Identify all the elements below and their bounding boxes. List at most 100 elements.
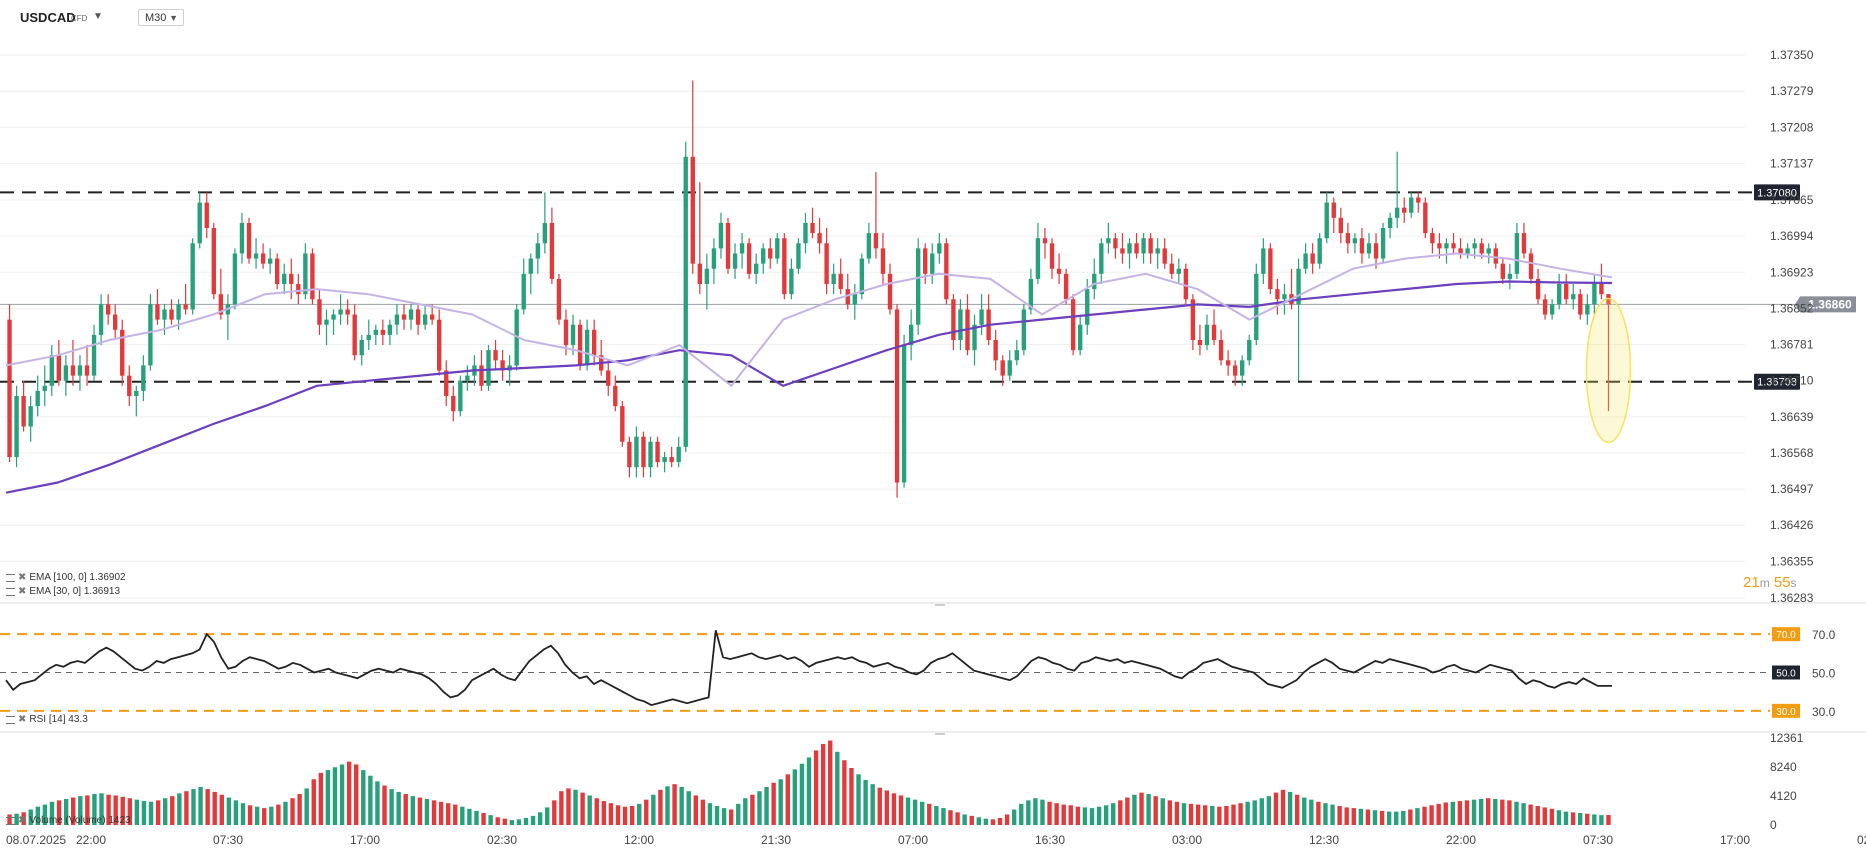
timeframe-select[interactable]: M30 ▼ bbox=[138, 9, 184, 26]
volume-bar bbox=[262, 808, 267, 825]
close-icon[interactable]: ✖ bbox=[18, 815, 27, 826]
volume-bar bbox=[516, 819, 522, 825]
candle-body bbox=[1204, 324, 1210, 346]
rsi-level-tag bbox=[1772, 665, 1800, 680]
volume-bar bbox=[1040, 799, 1045, 825]
price-tick-label: 1.36852 bbox=[1770, 301, 1814, 315]
volume-bar bbox=[679, 786, 684, 825]
close-icon[interactable]: ✖ bbox=[18, 586, 27, 597]
close-icon[interactable]: ✖ bbox=[18, 714, 27, 725]
x-tick-label: 17:00 bbox=[1720, 833, 1750, 847]
volume-bar bbox=[693, 795, 698, 825]
volume-bar bbox=[424, 798, 430, 825]
candle-body bbox=[303, 253, 308, 295]
volume-bar bbox=[1415, 808, 1420, 825]
symbol-name[interactable]: USDCAD bbox=[20, 10, 76, 25]
candle-body bbox=[1183, 268, 1189, 300]
volume-bar bbox=[976, 817, 981, 825]
volume-bar bbox=[997, 817, 1003, 825]
candle-body bbox=[866, 233, 872, 259]
candle-body bbox=[894, 309, 900, 483]
volume-bar bbox=[721, 808, 727, 825]
symbol-dropdown-chevron-down-icon[interactable]: ▼ bbox=[93, 11, 103, 22]
candle-body bbox=[979, 309, 984, 325]
candle-body bbox=[1070, 299, 1076, 351]
volume-bar bbox=[545, 807, 550, 825]
volume-bar bbox=[290, 798, 295, 825]
volume-bar bbox=[1443, 802, 1448, 825]
volume-bar bbox=[1075, 806, 1081, 825]
candle-body bbox=[84, 365, 90, 376]
candle-body bbox=[120, 329, 125, 376]
candle-body bbox=[1606, 294, 1611, 305]
volume-bar bbox=[1103, 805, 1109, 825]
rsi-level-tag-label: 50.0 bbox=[1776, 669, 1796, 680]
volume-bar bbox=[155, 800, 161, 825]
price-tick-label: 1.37208 bbox=[1770, 120, 1814, 134]
candle-body bbox=[112, 314, 118, 330]
close-icon[interactable]: ✖ bbox=[18, 572, 27, 583]
volume-bar bbox=[537, 812, 543, 825]
volume-bar bbox=[934, 805, 939, 825]
volume-bar bbox=[269, 806, 274, 825]
list-icon[interactable] bbox=[6, 715, 15, 724]
volume-bar bbox=[354, 764, 359, 825]
volume-bar bbox=[912, 799, 918, 825]
candle-body bbox=[753, 263, 759, 274]
candle-body bbox=[859, 258, 865, 295]
volume-bar bbox=[1132, 794, 1137, 825]
volume-bar bbox=[1195, 804, 1201, 825]
list-icon[interactable] bbox=[6, 587, 15, 596]
candle-body bbox=[908, 324, 914, 346]
candle-body bbox=[1085, 289, 1090, 325]
volume-bar bbox=[1450, 801, 1456, 825]
candle-body bbox=[310, 253, 315, 300]
volume-bar bbox=[601, 801, 607, 825]
candle-body bbox=[331, 314, 336, 320]
volume-bar bbox=[1542, 807, 1547, 825]
candle-body bbox=[1409, 197, 1414, 213]
candle-body bbox=[289, 273, 294, 285]
list-icon[interactable] bbox=[6, 573, 15, 582]
volume-bar bbox=[884, 790, 890, 825]
volume-bar bbox=[113, 795, 118, 825]
volume-bar bbox=[877, 787, 882, 825]
candle-body bbox=[570, 324, 576, 346]
volume-bar bbox=[502, 818, 507, 825]
candle-body bbox=[197, 202, 202, 244]
volume-bar bbox=[1054, 803, 1059, 825]
volume-bar bbox=[1599, 815, 1604, 825]
candle-body bbox=[789, 268, 794, 295]
candle-body bbox=[1331, 202, 1336, 218]
ema30-legend: ✖ EMA [30, 0] 1.36913 bbox=[6, 586, 120, 597]
candle-body bbox=[1514, 233, 1520, 274]
volume-bar bbox=[191, 789, 196, 825]
volume-bar bbox=[283, 801, 288, 825]
candle-body bbox=[817, 233, 822, 244]
volume-bar bbox=[1563, 811, 1569, 825]
candle-body bbox=[465, 375, 470, 381]
candle-body bbox=[1007, 360, 1012, 376]
candle-body bbox=[1113, 238, 1118, 249]
candle-body bbox=[704, 268, 710, 285]
candle-body bbox=[1352, 238, 1358, 244]
volume-bar bbox=[566, 788, 571, 825]
candle-body bbox=[761, 248, 766, 264]
current-price-tag-label: 1.36860 bbox=[1808, 297, 1852, 311]
price-tick-label: 1.36283 bbox=[1770, 591, 1814, 605]
candle-body bbox=[127, 375, 132, 396]
candle-body bbox=[1535, 278, 1541, 300]
volume-bar bbox=[1493, 798, 1498, 825]
candle-body bbox=[915, 248, 921, 325]
price-tick-label: 1.36568 bbox=[1770, 446, 1814, 460]
candle-body bbox=[7, 319, 12, 458]
candle-body bbox=[1296, 268, 1301, 305]
volume-bar bbox=[85, 795, 90, 825]
volume-bar bbox=[1280, 789, 1286, 825]
volume-bar bbox=[1528, 804, 1533, 825]
candle-body bbox=[1507, 273, 1513, 279]
volume-bar bbox=[99, 793, 104, 825]
candle-countdown: 21m 55s bbox=[1743, 574, 1797, 591]
list-icon[interactable] bbox=[6, 816, 15, 825]
